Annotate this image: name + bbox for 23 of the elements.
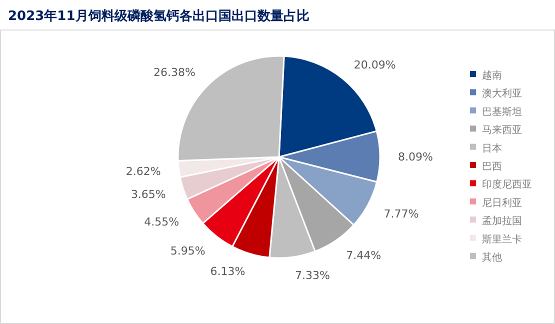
legend-label: 尼日利亚 — [482, 196, 522, 209]
data-label: 6.13% — [210, 264, 246, 278]
legend-label: 印度尼西亚 — [482, 178, 532, 191]
legend-label: 巴基斯坦 — [482, 106, 522, 118]
data-label: 7.44% — [346, 249, 382, 262]
legend-label: 其他 — [482, 252, 502, 264]
legend-label: 日本 — [482, 142, 502, 154]
data-label: 20.09% — [354, 58, 396, 72]
data-label: 3.65% — [130, 188, 166, 201]
data-label: 7.33% — [295, 268, 330, 282]
data-label: 2.62% — [126, 164, 161, 178]
data-label: 26.38% — [153, 66, 196, 80]
legend-label: 马来西亚 — [482, 124, 522, 136]
legend-label: 澳大利亚 — [482, 88, 522, 100]
legend-label: 斯里兰卡 — [482, 233, 522, 246]
data-label: 7.77% — [384, 207, 419, 220]
data-label: 8.09% — [398, 150, 433, 164]
legend-label: 孟加拉国 — [482, 215, 522, 228]
legend-label: 巴西 — [482, 162, 502, 172]
data-label: 4.55% — [144, 215, 180, 228]
legend-label: 越南 — [482, 70, 502, 82]
chart-title: 2023年11月饲料级磷酸氢钙各出口国出口数量占比 — [8, 8, 310, 24]
data-label: 5.95% — [170, 244, 206, 258]
